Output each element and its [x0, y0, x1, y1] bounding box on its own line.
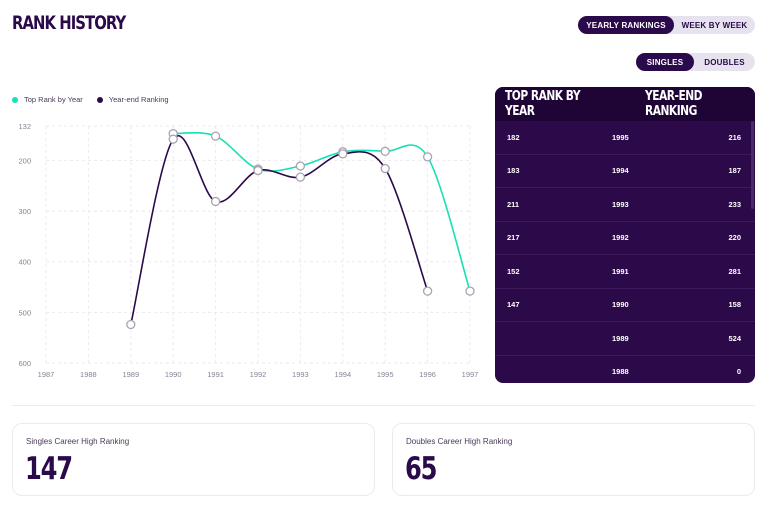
y-tick-label: 300	[18, 207, 31, 216]
yearly-rankings-tab[interactable]: YEARLY RANKINGS	[578, 16, 674, 34]
table-body[interactable]: 182 1995 216 183 1994 187 211 1993 233 217 1992 220…	[495, 121, 755, 383]
data-point[interactable]	[295, 172, 306, 182]
x-tick-label: 1990	[165, 370, 182, 379]
y-tick-label: 132	[18, 122, 31, 131]
data-point[interactable]	[295, 161, 306, 171]
year-cell: 1993	[612, 199, 629, 209]
x-tick-label: 1987	[38, 370, 55, 379]
data-point[interactable]	[210, 131, 221, 141]
x-tick-label: 1995	[377, 370, 394, 379]
type-toggle: SINGLES DOUBLES	[636, 53, 755, 71]
table-row: 217 1992 220	[495, 222, 755, 255]
header-year-end: YEAR-END RANKING	[644, 89, 702, 119]
top-rank-cell: 152	[507, 266, 520, 276]
legend-label: Year-end Ranking	[108, 95, 169, 104]
table-row: 183 1994 187	[495, 155, 755, 188]
top-rank-cell: 217	[507, 233, 520, 243]
table-row: 1988 0	[495, 356, 755, 384]
doubles-career-high-card: Doubles Career High Ranking 65	[392, 423, 755, 496]
header-top-rank: TOP RANK BY YEAR	[505, 89, 581, 119]
year-end-cell: 0	[736, 367, 741, 377]
top-rank-cell: 183	[507, 166, 520, 176]
x-tick-label: 1991	[207, 370, 224, 379]
data-point[interactable]	[253, 165, 263, 176]
table-row: 1989 524	[495, 322, 755, 356]
year-end-cell: 187	[728, 166, 741, 176]
year-cell: 1990	[612, 300, 629, 310]
doubles-tab[interactable]: DOUBLES	[704, 57, 745, 67]
singles-career-high-card: Singles Career High Ranking 147	[12, 423, 375, 496]
year-cell: 1995	[612, 132, 629, 142]
year-end-cell: 216	[728, 132, 741, 142]
legend-dot-icon	[96, 96, 103, 103]
rank-table: TOP RANK BY YEAR YEAR-END RANKING 182 199…	[495, 87, 755, 383]
year-cell: 1991	[612, 266, 629, 276]
year-cell: 1988	[612, 367, 629, 377]
stat-label: Doubles Career High Ranking	[406, 437, 513, 446]
legend-item-year-end[interactable]: Year-end Ranking	[96, 95, 169, 104]
x-tick-label: 1996	[419, 370, 436, 379]
table-row: 152 1991 281	[495, 255, 755, 289]
data-point[interactable]	[422, 152, 433, 162]
legend-item-top-rank[interactable]: Top Rank by Year	[12, 95, 83, 104]
data-point[interactable]	[126, 319, 136, 330]
x-tick-label: 1989	[122, 370, 139, 379]
x-tick-label: 1994	[334, 370, 351, 379]
stat-label: Singles Career High Ranking	[26, 437, 130, 446]
data-point[interactable]	[465, 286, 475, 296]
x-tick-label: 1993	[292, 370, 309, 379]
data-point[interactable]	[168, 134, 178, 144]
data-point[interactable]	[210, 196, 221, 207]
series-line-year-end	[130, 135, 429, 325]
table-header: TOP RANK BY YEAR YEAR-END RANKING	[495, 87, 755, 121]
x-tick-label: 1992	[250, 370, 267, 379]
section-divider	[12, 405, 755, 406]
year-end-cell: 233	[728, 199, 741, 209]
legend-label: Top Rank by Year	[24, 95, 83, 104]
table-row: 147 1990 158	[495, 289, 755, 322]
year-end-cell: 220	[728, 233, 741, 243]
year-end-cell: 158	[728, 300, 741, 310]
y-tick-label: 500	[18, 308, 31, 317]
table-row: 211 1993 233	[495, 188, 755, 222]
x-tick-label: 1997	[462, 370, 479, 379]
top-rank-cell: 182	[507, 132, 520, 142]
year-end-cell: 524	[728, 333, 741, 343]
singles-tab[interactable]: SINGLES	[636, 53, 694, 71]
data-point[interactable]	[380, 146, 390, 156]
stat-value: 147	[25, 451, 73, 487]
view-toggle: YEARLY RANKINGS WEEK BY WEEK	[578, 16, 755, 34]
year-end-cell: 281	[728, 266, 741, 276]
y-tick-label: 200	[18, 156, 31, 165]
data-point[interactable]	[338, 149, 348, 159]
x-tick-label: 1988	[80, 370, 97, 379]
year-cell: 1989	[612, 333, 629, 343]
data-point[interactable]	[422, 286, 433, 296]
stat-value: 65	[405, 451, 437, 487]
y-tick-label: 600	[18, 359, 31, 368]
table-row: 182 1995 216	[495, 121, 755, 155]
rank-history-chart: 132 200 300 400 500 600 1987 1988 1989 1990 1991 19…	[18, 122, 479, 379]
page-title: RANK HISTORY	[12, 12, 126, 34]
legend-dot-icon	[12, 96, 18, 103]
year-cell: 1992	[612, 233, 629, 243]
y-tick-label: 400	[18, 258, 31, 267]
top-rank-cell: 211	[507, 199, 520, 209]
year-cell: 1994	[612, 166, 629, 176]
chart-legend: Top Rank by Year Year-end Ranking	[12, 95, 169, 104]
data-point[interactable]	[380, 163, 390, 174]
week-by-week-tab[interactable]: WEEK BY WEEK	[681, 20, 748, 30]
top-rank-cell: 147	[507, 300, 520, 310]
table-scrollbar[interactable]	[751, 121, 754, 209]
